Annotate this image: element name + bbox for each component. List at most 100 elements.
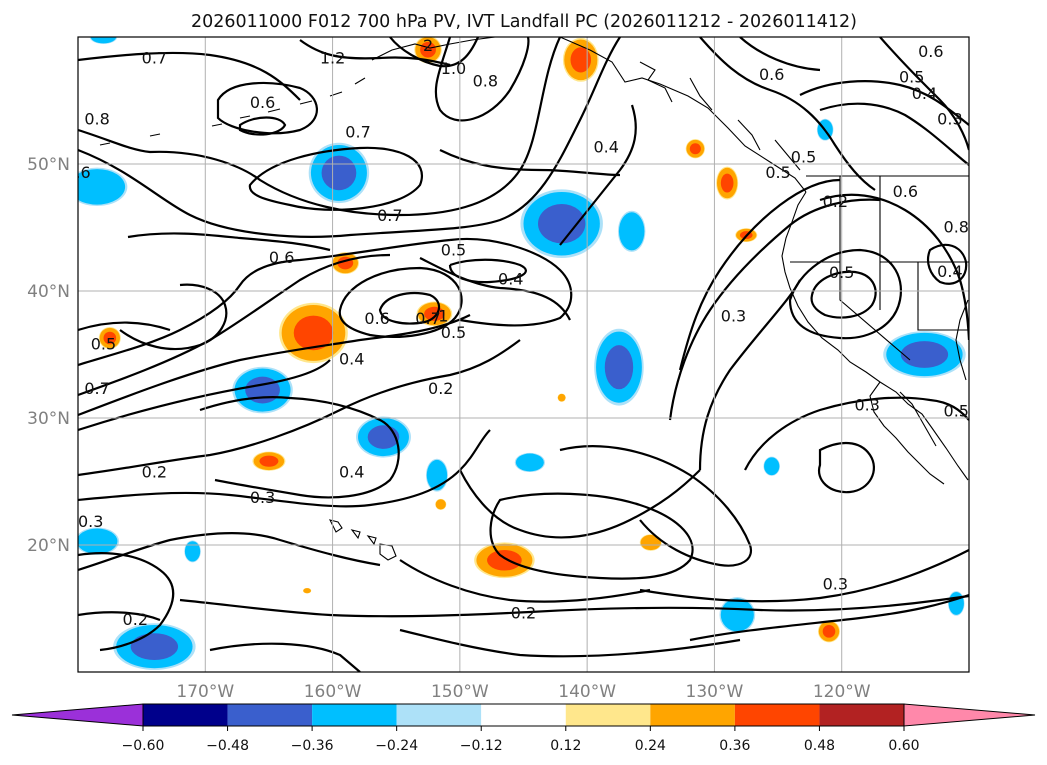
shaded-region-band — [900, 341, 949, 368]
x-axis-ticks: 170°W 160°W 150°W 140°W 130°W 120°W — [176, 682, 870, 702]
aleutian-islands — [99, 77, 366, 146]
grid-lines — [78, 37, 969, 672]
shaded-region-band — [618, 212, 645, 251]
shaded-region — [617, 210, 646, 252]
shaded-region-band — [948, 591, 964, 615]
contour-label: 0.3 — [78, 512, 103, 531]
colorbar-tick-label: 0.12 — [550, 738, 581, 754]
shaded-region — [557, 393, 566, 402]
contour-line — [78, 429, 491, 508]
contour-line — [559, 445, 753, 567]
contour-line — [819, 193, 969, 341]
shaded-region — [716, 166, 739, 200]
colorbar-extend-low — [11, 703, 144, 727]
shaded-region-band — [303, 588, 311, 594]
y-tick-label: 20°N — [27, 536, 70, 556]
contour-label: 0.4 — [594, 137, 619, 156]
contour-line — [78, 359, 331, 432]
contour-line — [739, 37, 821, 72]
colorbar-segment — [819, 704, 904, 726]
shaded-region — [279, 302, 348, 364]
shaded-region-band — [103, 331, 117, 345]
shaded-region — [639, 534, 662, 551]
contour-label: 0.3 — [250, 488, 275, 507]
shaded-region-band — [321, 155, 357, 191]
colorbar-tick-label: −0.48 — [206, 738, 249, 754]
y-tick-label: 50°N — [27, 155, 70, 175]
map-frame — [77, 36, 970, 673]
contour-line — [299, 39, 451, 67]
contour-line — [788, 248, 903, 340]
contour-line — [78, 339, 521, 477]
contour-label: 0.6 — [65, 163, 90, 182]
shaded-region — [331, 252, 360, 275]
contour-label: 0.8 — [473, 71, 498, 90]
contour-line — [459, 469, 701, 539]
shaded-region-band — [557, 393, 566, 402]
shaded-region-band — [259, 455, 279, 467]
contour-label: 0.3 — [721, 306, 746, 325]
contour-line — [248, 146, 423, 211]
contour-label: 0.6 — [364, 309, 389, 328]
contour-line — [699, 37, 876, 191]
contour-line — [216, 81, 318, 135]
contour-label: 0.4 — [498, 270, 523, 289]
shaded-region — [817, 620, 840, 643]
contour-line — [78, 37, 621, 238]
x-tick-label: 120°W — [813, 682, 871, 702]
shaded-region — [514, 452, 545, 473]
shaded-region — [520, 189, 603, 258]
shaded-region — [474, 542, 535, 579]
contour-line — [78, 37, 561, 217]
colorbar: −0.60 −0.48 −0.36 −0.24 −0.12 0.12 0.24 0.36 0.4… — [11, 703, 1036, 754]
contour-line — [879, 37, 969, 151]
x-tick-label: 160°W — [304, 682, 362, 702]
colorbar-segment — [396, 704, 482, 726]
colorbar-segment — [312, 704, 397, 726]
contour-line — [78, 552, 175, 652]
colorbar-segment — [565, 704, 651, 726]
shaded-region — [416, 301, 453, 327]
shaded-region-band — [515, 453, 544, 472]
contour-label: 0.3 — [937, 110, 962, 129]
contour-line — [810, 270, 877, 319]
contour-label: 0.5 — [829, 263, 854, 282]
contour-label: 0.7 — [415, 309, 440, 328]
shaded-region — [113, 623, 196, 670]
shaded-region — [685, 139, 705, 159]
shaded-region — [184, 540, 201, 563]
contour-label: 0.3 — [854, 395, 879, 414]
contour-lines — [78, 37, 969, 672]
contour-line — [819, 102, 969, 166]
contour-line — [668, 198, 881, 421]
contour-line — [78, 253, 391, 397]
contour-line — [744, 396, 969, 471]
y-axis-ticks: 20°N 30°N 40°N 50°N — [27, 155, 70, 556]
shaded-region-band — [570, 47, 592, 73]
shaded-region-band — [720, 173, 734, 193]
shaded-region — [89, 37, 118, 44]
shaded-region — [883, 331, 966, 378]
shaded-region — [562, 37, 599, 82]
contour-line — [698, 279, 801, 471]
contour-label: 0.2 — [123, 610, 148, 629]
shaded-region-band — [822, 625, 836, 638]
contour-line — [78, 532, 381, 572]
contour-label: 1 — [438, 306, 448, 325]
colorbar-extend-high — [903, 703, 1036, 727]
contour-label: 2 — [423, 36, 433, 55]
contour-line — [817, 442, 876, 494]
contour-label: 0.4 — [937, 262, 962, 281]
contour-label: 0.7 — [142, 49, 167, 68]
shaded-region-band — [420, 41, 436, 58]
shaded-region — [763, 456, 780, 476]
shaded-region — [98, 327, 121, 349]
colorbar-segment — [481, 704, 566, 726]
shaded-region — [78, 527, 120, 555]
shaded-region-band — [435, 499, 446, 510]
contour-label: 0.2 — [823, 192, 848, 211]
shaded-region-band — [720, 598, 754, 632]
contour-line — [119, 283, 228, 351]
north-america-west-coast — [781, 191, 969, 481]
contour-line — [209, 642, 361, 672]
